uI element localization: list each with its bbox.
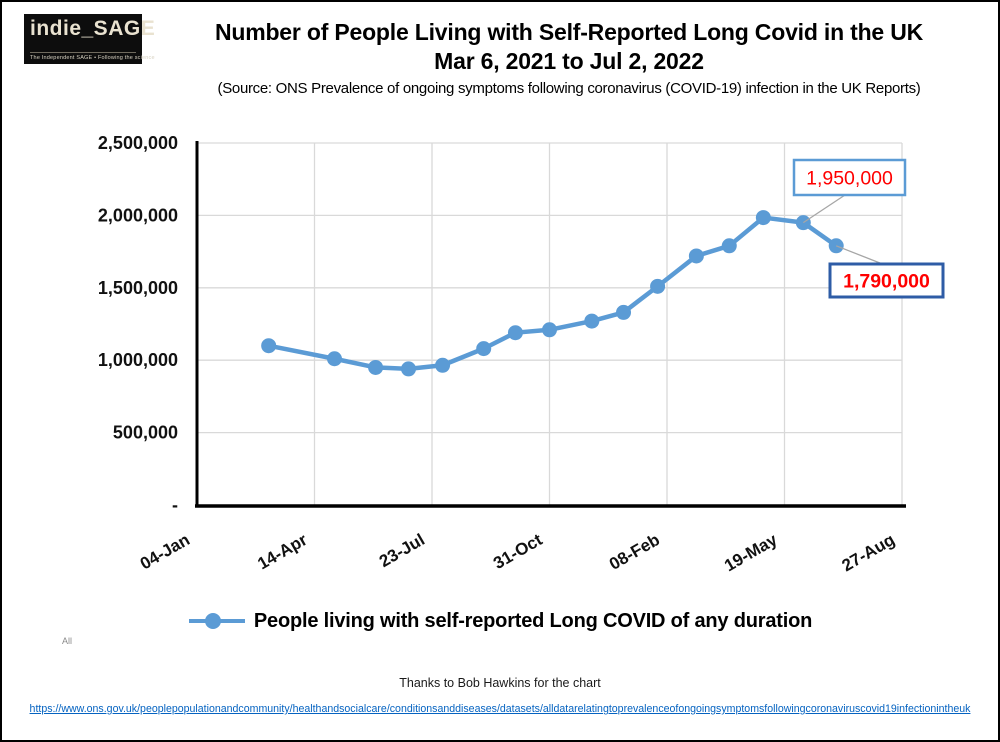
data-point	[828, 238, 844, 254]
indie-sage-logo: indie_SAGE The Independent SAGE • Follow…	[24, 14, 156, 64]
annotation-value-label: 1,950,000	[806, 168, 893, 190]
data-point	[476, 341, 492, 357]
data-point	[721, 238, 737, 254]
legend-marker-icon	[188, 613, 245, 629]
x-tick-label: 04-Jan	[137, 530, 193, 573]
y-tick-label: 2,000,000	[98, 205, 178, 225]
y-tick-label: -	[172, 495, 178, 515]
data-point	[650, 278, 666, 294]
data-point	[795, 215, 811, 231]
annotation-value-label: 1,790,000	[843, 271, 930, 293]
source-link-row: https://www.ons.gov.uk/peoplepopulationa…	[2, 699, 998, 717]
annotation-leader-line	[835, 245, 886, 266]
logo-tagline: The Independent SAGE • Following the sci…	[30, 52, 155, 61]
y-tick-label: 1,500,000	[98, 278, 178, 298]
chart-source: (Source: ONS Prevalence of ongoing sympt…	[217, 80, 921, 98]
credit-text: Thanks to Bob Hawkins for the chart	[399, 676, 601, 690]
x-tick-label: 08-Feb	[606, 530, 663, 574]
data-point	[688, 248, 704, 264]
data-point	[507, 325, 523, 341]
x-tick-label: 31-Oct	[490, 530, 546, 573]
data-point	[755, 210, 771, 226]
y-tick-label: 500,000	[113, 423, 178, 443]
data-point	[326, 351, 342, 367]
data-point	[435, 357, 451, 373]
annotation-leader-line	[802, 194, 846, 224]
logo-title: indie_SAGE	[30, 17, 156, 40]
data-point	[584, 313, 600, 329]
annotation-box	[828, 262, 945, 299]
x-tick-label: 27-Aug	[839, 530, 898, 575]
y-tick-label: 1,000,000	[98, 350, 178, 370]
chart-header: Number of People Living with Self-Report…	[152, 18, 986, 97]
data-point	[401, 361, 416, 377]
x-tick-label: 23-Jul	[376, 530, 428, 571]
data-point	[261, 338, 277, 354]
chart-title-line1: Number of People Living with Self-Report…	[214, 19, 924, 45]
ons-dataset-link[interactable]: https://www.ons.gov.uk/peoplepopulationa…	[29, 703, 971, 715]
x-tick-label: 19-May	[721, 530, 781, 576]
x-tick-label: 14-Apr	[254, 530, 310, 574]
series-line	[266, 215, 839, 372]
chart-legend: People living with self-reported Long CO…	[2, 604, 998, 638]
slicer-all-label: All	[62, 636, 73, 646]
chart-title-line2: Mar 6, 2021 to Jul 2, 2022	[434, 48, 704, 75]
annotation-box	[792, 158, 907, 197]
data-point	[368, 359, 384, 375]
y-tick-label: 2,500,000	[98, 133, 178, 153]
legend-label: People living with self-reported Long CO…	[253, 609, 813, 632]
data-point	[542, 322, 557, 338]
data-point	[616, 304, 632, 320]
